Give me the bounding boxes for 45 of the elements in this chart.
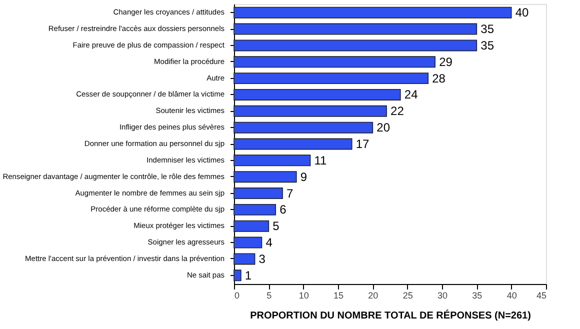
bar xyxy=(234,204,276,216)
data-label: 35 xyxy=(480,38,494,52)
x-tick-label: 15 xyxy=(333,290,344,300)
data-label: 24 xyxy=(404,88,418,102)
bar xyxy=(234,105,387,117)
bar xyxy=(234,154,311,166)
bar xyxy=(234,88,401,100)
x-tick-label: 45 xyxy=(536,290,546,300)
data-label: 20 xyxy=(376,120,390,135)
bar xyxy=(234,56,436,68)
bar xyxy=(234,220,270,232)
data-label: 9 xyxy=(300,170,308,184)
x-tick-label: 25 xyxy=(402,290,413,300)
data-label: 6 xyxy=(280,202,287,217)
bar xyxy=(234,23,478,35)
x-axis-title: PROPORTION DU NOMBRE TOTAL DE RÉPONSES (N=261) xyxy=(250,310,531,322)
data-label: 11 xyxy=(314,153,328,168)
data-label: 5 xyxy=(272,219,280,234)
bar xyxy=(234,236,262,248)
data-label: 17 xyxy=(356,137,370,151)
bar xyxy=(234,72,429,84)
bar xyxy=(234,171,297,183)
x-tick-label: 20 xyxy=(368,290,378,300)
bar xyxy=(234,40,478,52)
x-tick-label: 0 xyxy=(234,290,240,300)
bar xyxy=(234,188,283,200)
data-label: 40 xyxy=(515,6,530,20)
bar xyxy=(234,138,352,150)
data-label: 22 xyxy=(390,104,404,118)
data-label: 35 xyxy=(480,22,494,36)
x-tick-label: 30 xyxy=(437,290,448,300)
data-label: 4 xyxy=(266,236,273,250)
bar xyxy=(234,6,512,18)
data-label: 7 xyxy=(286,186,294,200)
bar xyxy=(234,253,256,265)
bar xyxy=(234,270,242,282)
x-tick-label: 40 xyxy=(506,290,517,300)
data-label: 3 xyxy=(258,252,266,266)
x-tick-label: 5 xyxy=(266,290,272,300)
bar xyxy=(234,122,374,134)
x-tick-label: 35 xyxy=(472,290,482,300)
x-tick-label: 10 xyxy=(298,290,309,300)
data-label: 1 xyxy=(244,268,252,282)
data-label: 29 xyxy=(439,54,453,69)
data-label: 28 xyxy=(432,71,446,86)
